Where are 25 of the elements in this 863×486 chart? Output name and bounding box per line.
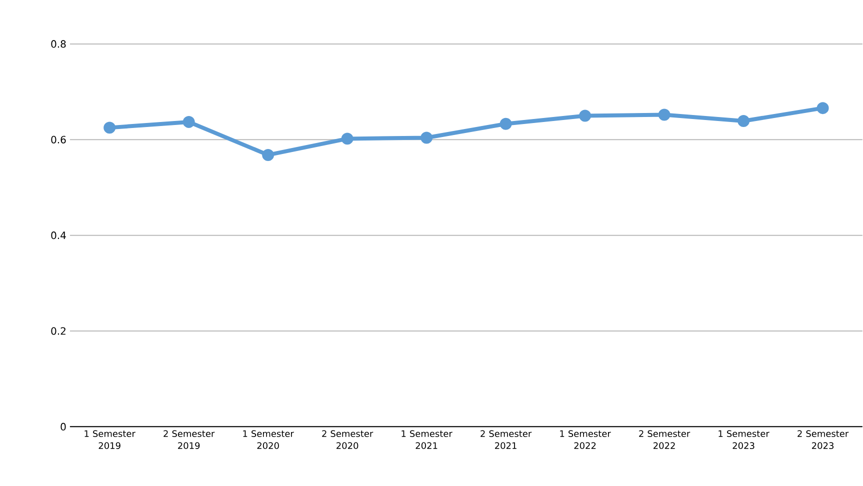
x-tick-label: 2 Semester 2022	[639, 430, 690, 450]
point	[262, 149, 274, 162]
point	[579, 110, 592, 122]
x-tick-label: 2 Semester 2021	[480, 430, 532, 450]
point	[104, 122, 116, 134]
point	[420, 132, 433, 144]
x-tick-label: 2 Semester 2023	[798, 430, 849, 450]
y-tick-label: 0.8	[51, 40, 66, 48]
y-tick-label: 0.4	[51, 232, 66, 240]
y-tick-label: 0	[60, 423, 66, 431]
point	[658, 108, 670, 121]
y-tick-label: 0.6	[51, 136, 66, 144]
x-tick-label: 2 Semester 2020	[322, 430, 374, 450]
point	[500, 118, 512, 130]
x-tick-label: 1 Semester 2022	[560, 430, 611, 450]
point	[738, 115, 750, 128]
x-tick-label: 1 Semester 2020	[243, 430, 294, 450]
x-tick-label: 1 Semester 2023	[718, 430, 770, 450]
x-tick-label: 1 Semester 2021	[402, 430, 452, 450]
point	[341, 132, 354, 145]
point	[816, 102, 829, 114]
point	[182, 116, 195, 128]
y-tick-label: 0.2	[51, 327, 66, 335]
x-tick-label: 2 Semester 2019	[164, 430, 215, 450]
x-tick-label: 1 Semester 2019	[84, 430, 136, 450]
